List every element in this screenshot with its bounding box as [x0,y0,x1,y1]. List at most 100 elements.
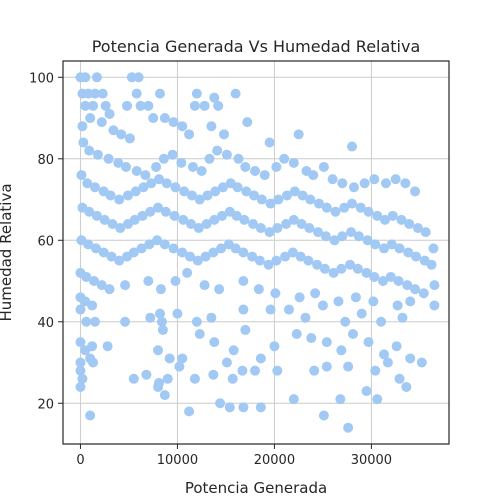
scatter-point [153,381,164,392]
scatter-point [348,182,359,193]
scatter-point [80,100,91,111]
scatter-point [385,271,396,282]
scatter-point [115,223,126,234]
scatter-point [255,402,266,413]
scatter-point [177,121,188,132]
y-tick-label: 20 [37,397,54,412]
scatter-point [122,100,133,111]
scatter-point [224,402,235,413]
scatter-point [154,174,165,185]
scatter-point [240,324,251,335]
scatter-point [120,280,131,291]
scatter-point [192,255,203,266]
scatter-point [372,210,383,221]
scatter-point [361,386,372,397]
scatter-point [154,308,165,319]
scatter-point [221,357,232,368]
scatter-point [159,390,170,401]
scatter-point [136,243,147,254]
scatter-point [209,337,220,348]
scatter-point [105,190,116,201]
scatter-point [116,129,127,140]
scatter-point [155,284,166,295]
scatter-point [106,251,117,262]
scatter-point [361,267,372,278]
scatter-point [397,312,408,323]
scatter-point [96,280,107,291]
scatter-point [392,300,403,311]
scatter-point [379,214,390,225]
scatter-point [394,373,405,384]
y-tick-label: 40 [37,316,54,331]
scatter-point [355,202,366,213]
plot-frame [62,60,450,445]
scatter-point [169,210,180,221]
scatter-point [390,174,401,185]
scatter-point [269,341,280,352]
scatter-point [363,337,374,348]
scatter-point [253,284,264,295]
scatter-point [396,214,407,225]
scatter-point [114,255,125,266]
scatter-point [336,345,347,356]
scatter-point [120,316,131,327]
scatter-point [128,247,139,258]
scatter-point [270,288,281,299]
scatter-point [129,214,140,225]
y-tick-label: 100 [29,71,54,86]
scatter-point [168,243,179,254]
scatter-point [291,328,302,339]
scatter-point [193,223,204,234]
scatter-point [186,218,197,229]
scatter-point [271,255,282,266]
scatter-point [100,100,111,111]
scatter-point [320,231,331,242]
scatter-point [218,129,229,140]
scatter-point [232,182,243,193]
scatter-point [154,88,165,99]
scatter-point [259,170,270,181]
scatter-point [250,166,261,177]
scatter-point [237,365,248,376]
scatter-point [140,170,151,181]
scatter-point [189,373,200,384]
scatter-point [218,182,229,193]
scatter-point [130,186,141,197]
scatter-point [319,263,330,274]
scatter-point [227,373,238,384]
scatter-point [346,227,357,238]
scatter-point [238,247,249,258]
scatter-point [313,227,324,238]
scatter-point [300,312,311,323]
scatter-point [391,341,402,352]
scatter-point [87,341,98,352]
scatter-point [336,263,347,274]
scatter-point [153,202,164,213]
scatter-point [199,100,210,111]
scatter-point [194,328,205,339]
scatter-point [81,271,92,282]
scatter-point [327,174,338,185]
x-tick-label: 0 [76,453,84,468]
scatter-point [347,141,358,152]
scatter-point [410,186,421,197]
scatter-point [81,316,92,327]
scatter-point [310,288,321,299]
scatter-point [340,316,351,327]
scatter-point [114,194,125,205]
scatter-point [145,312,156,323]
scatter-point [75,337,86,348]
scatter-point [405,296,416,307]
scatter-point [200,251,211,262]
scatter-point [131,166,142,177]
scatter-point [230,243,241,254]
scatter-point [133,72,144,83]
scatter-point [305,194,316,205]
scatter-point [314,198,325,209]
scatter-point [121,161,132,172]
scatter-point [303,255,314,266]
scatter-point [378,276,389,287]
scatter-point [98,247,109,258]
scatter-point [204,153,215,164]
